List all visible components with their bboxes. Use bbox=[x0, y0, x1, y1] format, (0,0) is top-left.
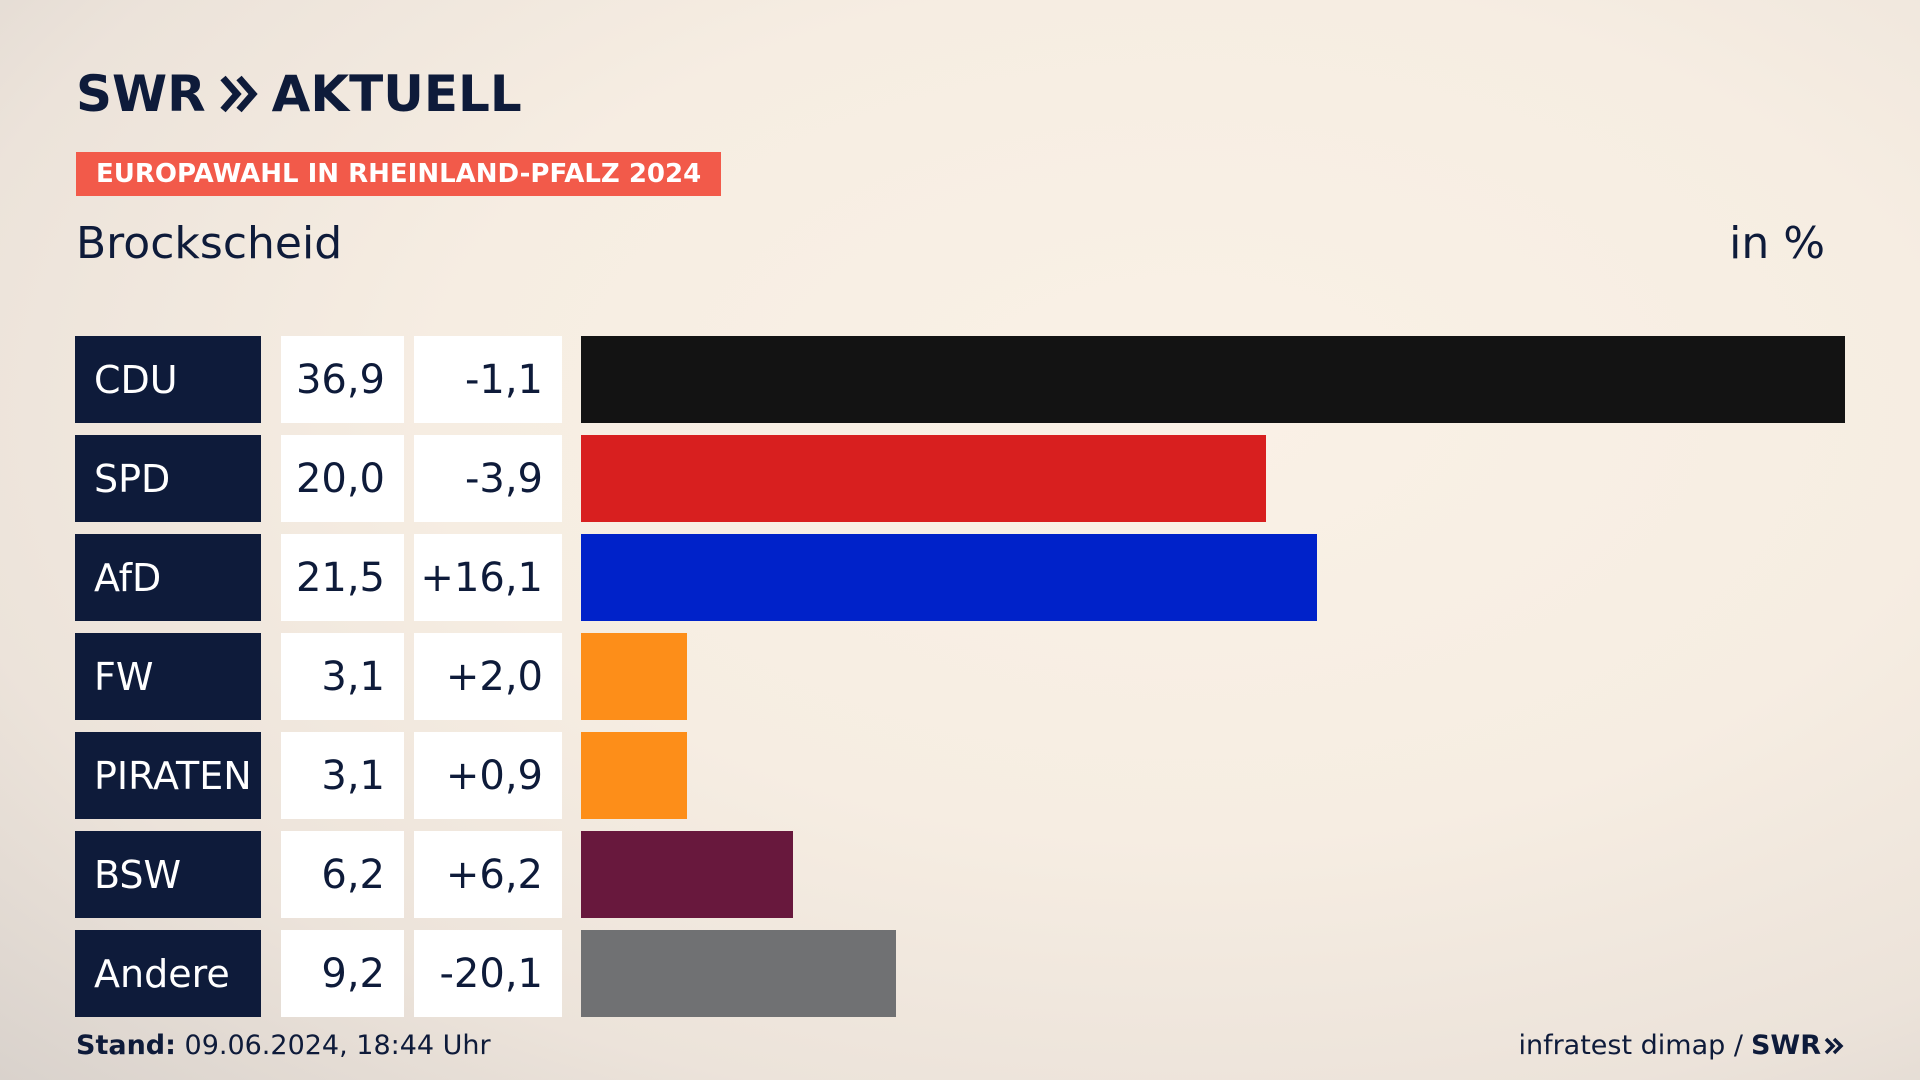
vote-share-value: 3,1 bbox=[281, 732, 404, 819]
election-badge: EUROPAWAHL IN RHEINLAND-PFALZ 2024 bbox=[76, 152, 722, 196]
stand-label: Stand: bbox=[76, 1030, 176, 1061]
stand-value: 09.06.2024, 18:44 Uhr bbox=[184, 1030, 491, 1061]
party-label: BSW bbox=[75, 831, 261, 918]
logo-swr-text: SWR bbox=[76, 65, 206, 123]
vote-change-value: +0,9 bbox=[414, 732, 562, 819]
unit-label: in % bbox=[1729, 218, 1825, 269]
vote-share-bar bbox=[581, 831, 793, 918]
result-row-bsw: BSW 6,2 +6,2 bbox=[75, 831, 1845, 918]
party-label: PIRATEN bbox=[75, 732, 261, 819]
result-row-cdu: CDU 36,9 -1,1 bbox=[75, 336, 1845, 423]
source-credit: infratest dimap / SWR bbox=[1518, 1030, 1844, 1061]
vote-change-value: +16,1 bbox=[414, 534, 562, 621]
vote-change-value: -20,1 bbox=[414, 930, 562, 1017]
vote-share-value: 20,0 bbox=[281, 435, 404, 522]
double-chevron-icon bbox=[220, 74, 258, 114]
vote-share-value: 36,9 bbox=[281, 336, 404, 423]
party-label: Andere bbox=[75, 930, 261, 1017]
vote-share-bar bbox=[581, 930, 896, 1017]
vote-share-value: 3,1 bbox=[281, 633, 404, 720]
result-row-spd: SPD 20,0 -3,9 bbox=[75, 435, 1845, 522]
logo-aktuell-text: AKTUELL bbox=[271, 65, 522, 123]
vote-share-bar bbox=[581, 633, 687, 720]
swr-mini-logo: SWR bbox=[1751, 1030, 1844, 1061]
result-row-andere: Andere 9,2 -20,1 bbox=[75, 930, 1845, 1017]
party-label: FW bbox=[75, 633, 261, 720]
result-row-piraten: PIRATEN 3,1 +0,9 bbox=[75, 732, 1845, 819]
vote-share-value: 9,2 bbox=[281, 930, 404, 1017]
vote-share-bar bbox=[581, 732, 687, 819]
swr-aktuell-logo: SWR AKTUELL bbox=[76, 65, 522, 123]
result-row-afd: AfD 21,5 +16,1 bbox=[75, 534, 1845, 621]
vote-share-bar bbox=[581, 534, 1317, 621]
vote-share-bar bbox=[581, 435, 1266, 522]
vote-change-value: +2,0 bbox=[414, 633, 562, 720]
vote-change-value: +6,2 bbox=[414, 831, 562, 918]
party-label: AfD bbox=[75, 534, 261, 621]
vote-share-bar bbox=[581, 336, 1845, 423]
stand-timestamp: Stand: 09.06.2024, 18:44 Uhr bbox=[76, 1030, 491, 1061]
party-label: SPD bbox=[75, 435, 261, 522]
mini-logo-text: SWR bbox=[1750, 1030, 1821, 1061]
place-title: Brockscheid bbox=[76, 218, 343, 269]
party-label: CDU bbox=[75, 336, 261, 423]
vote-share-value: 21,5 bbox=[281, 534, 404, 621]
source-text: infratest dimap / bbox=[1518, 1030, 1743, 1061]
mini-chevron-icon bbox=[1824, 1037, 1844, 1054]
vote-change-value: -1,1 bbox=[414, 336, 562, 423]
vote-share-value: 6,2 bbox=[281, 831, 404, 918]
result-row-fw: FW 3,1 +2,0 bbox=[75, 633, 1845, 720]
vote-change-value: -3,9 bbox=[414, 435, 562, 522]
